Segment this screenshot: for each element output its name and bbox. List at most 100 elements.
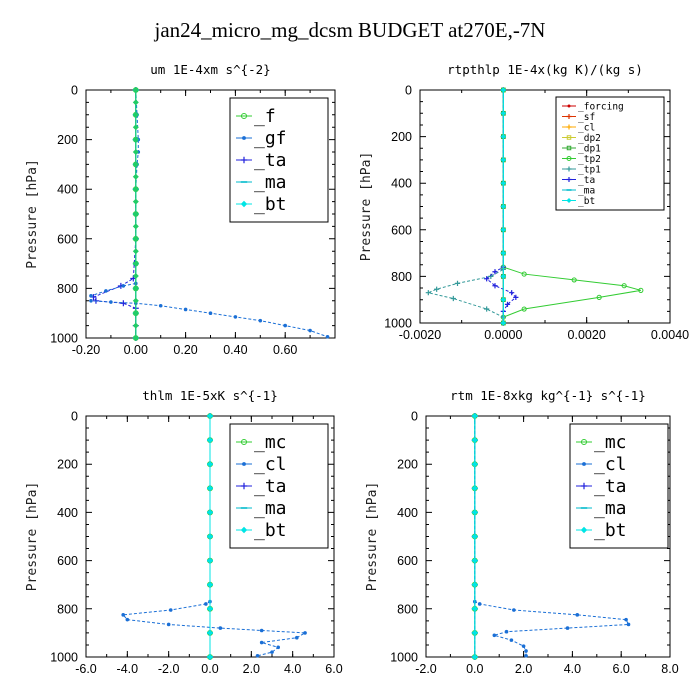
series-bt xyxy=(207,413,213,660)
data-point xyxy=(500,180,506,186)
data-point xyxy=(207,437,213,444)
panel-title: thlm 1E-5xK s^{-1} xyxy=(142,388,277,403)
y-tick-label: 200 xyxy=(391,130,412,144)
data-point xyxy=(132,235,139,242)
legend-label: _bt xyxy=(254,520,287,541)
data-point xyxy=(258,318,263,323)
data-point xyxy=(132,211,139,217)
data-point xyxy=(132,223,139,230)
x-tick-label: 0.0040 xyxy=(651,328,689,342)
x-tick-label: -0.20 xyxy=(72,343,101,357)
data-point xyxy=(207,581,213,588)
data-point xyxy=(132,322,139,329)
data-point xyxy=(89,294,93,298)
x-tick-label: 0.0000 xyxy=(484,328,522,342)
data-point xyxy=(484,276,490,282)
data-point xyxy=(207,509,213,516)
data-point xyxy=(524,649,528,653)
legend-marker xyxy=(580,526,588,534)
series-bt xyxy=(500,87,506,326)
legend: _f_gf_ta_ma_bt xyxy=(229,97,329,223)
y-tick-label: 800 xyxy=(391,270,412,284)
data-point xyxy=(513,294,519,300)
data-point xyxy=(132,285,139,292)
y-tick-label: 0 xyxy=(71,84,78,98)
data-point xyxy=(132,124,139,131)
data-point xyxy=(477,602,482,606)
y-axis-label: Pressure [hPa] xyxy=(25,482,40,592)
legend-marker xyxy=(580,482,588,490)
series-line xyxy=(474,416,630,656)
data-point xyxy=(492,633,497,638)
legend-label: _gf xyxy=(254,128,287,149)
y-tick-label: 800 xyxy=(57,602,78,616)
legend-label: _ta xyxy=(578,175,595,186)
data-point xyxy=(509,290,515,296)
y-tick-label: 1000 xyxy=(50,332,78,346)
data-point xyxy=(132,111,139,118)
data-point xyxy=(504,629,509,634)
data-point xyxy=(132,149,139,155)
x-tick-label: 0.0 xyxy=(201,662,218,676)
data-point xyxy=(168,608,173,612)
x-tick-label: 4.0 xyxy=(284,662,301,676)
data-point xyxy=(500,227,506,233)
data-point xyxy=(471,509,478,516)
data-point xyxy=(500,320,506,326)
data-point xyxy=(259,640,264,645)
data-point xyxy=(521,644,526,648)
data-point xyxy=(308,328,312,333)
data-point xyxy=(132,136,139,143)
data-point xyxy=(104,289,108,293)
data-point xyxy=(512,608,516,612)
data-point xyxy=(425,290,431,296)
y-tick-label: 600 xyxy=(391,223,412,237)
data-point xyxy=(471,533,478,540)
data-point xyxy=(255,653,260,658)
legend-marker xyxy=(567,104,571,108)
data-point xyxy=(204,602,208,606)
x-tick-label: 0.0020 xyxy=(568,328,606,342)
data-point xyxy=(471,413,478,419)
legend-marker xyxy=(582,462,586,466)
data-point xyxy=(207,629,213,636)
y-axis-label: Pressure [hPa] xyxy=(359,152,374,262)
data-point xyxy=(132,87,139,93)
legend-label: _mc xyxy=(254,432,287,453)
data-point xyxy=(132,273,139,279)
data-point xyxy=(492,283,498,289)
data-point xyxy=(500,203,506,210)
data-point xyxy=(132,335,139,341)
legend-marker xyxy=(566,166,572,172)
panel-title: um 1E-4xm s^{-2} xyxy=(150,62,270,77)
series-line xyxy=(92,90,137,338)
legend-label: _cl xyxy=(594,454,627,475)
legend-label: _ta xyxy=(254,150,287,171)
legend-label: _ma xyxy=(254,498,287,519)
x-tick-label: -4.0 xyxy=(117,662,139,676)
data-point xyxy=(120,300,127,307)
data-point xyxy=(208,311,213,316)
data-point xyxy=(509,638,514,642)
data-point xyxy=(207,461,213,468)
legend-label: _cl xyxy=(578,123,595,134)
legend-label: _bt xyxy=(594,520,627,541)
data-point xyxy=(283,323,288,328)
legend-label: _sf xyxy=(578,112,595,123)
y-tick-label: 400 xyxy=(397,506,418,520)
y-tick-label: 800 xyxy=(57,282,78,296)
data-point xyxy=(233,315,238,319)
data-point xyxy=(207,557,213,564)
data-point xyxy=(471,654,478,660)
panel-3: thlm 1E-5xK s^{-1} Pressure [hPa] 0 200 400 6… xyxy=(25,388,343,676)
legend-label: _ma xyxy=(254,172,287,193)
legend-label: _ta xyxy=(254,476,287,497)
x-tick-label: 6.0 xyxy=(325,662,342,676)
data-point xyxy=(500,297,506,303)
data-point xyxy=(484,306,490,312)
data-point xyxy=(132,198,139,205)
data-point xyxy=(500,250,506,256)
series-bt xyxy=(471,413,478,660)
y-tick-label: 400 xyxy=(57,183,78,197)
